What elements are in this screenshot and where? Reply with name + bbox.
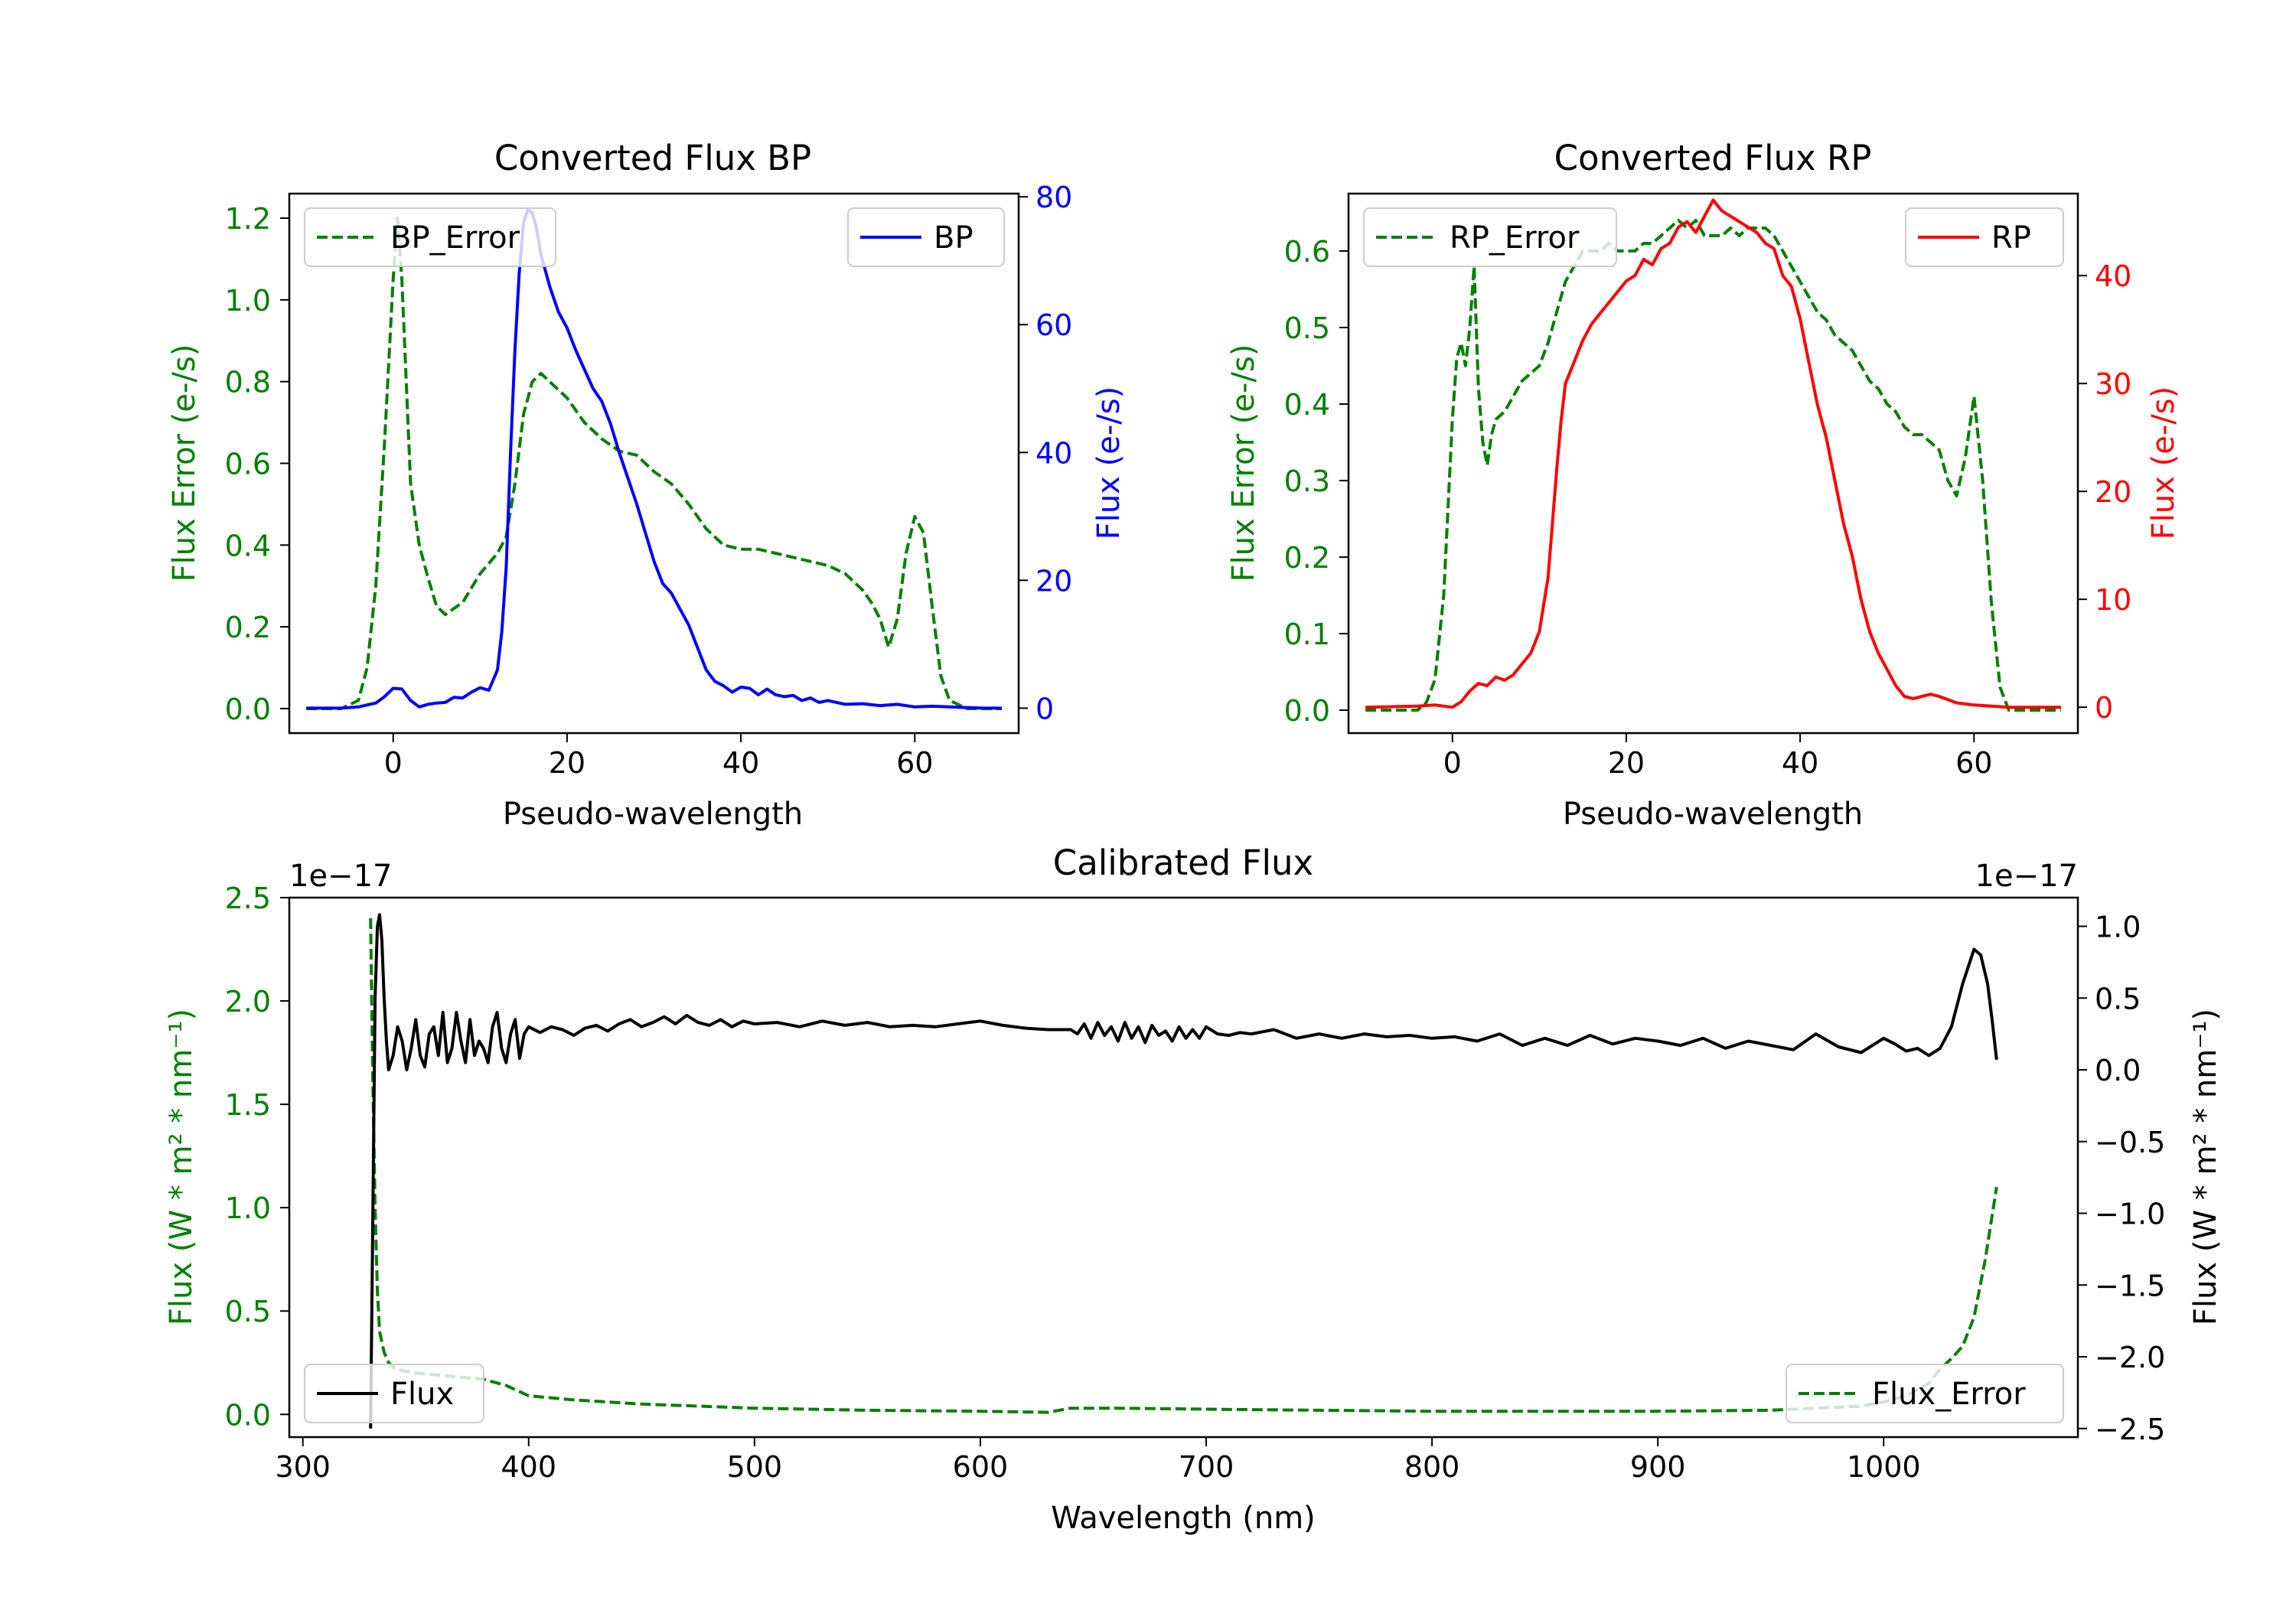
cal-flux-legend-label: Flux [390,1377,454,1412]
rp-x-tick-label: 20 [1608,746,1645,780]
cal-flux-legend: Flux [304,1364,484,1423]
cal-right-y-tick-label: 0.0 [2095,1054,2141,1087]
cal-panel: Calibrated Flux 300 400 500 600 700 800 900 100… [164,843,2223,1536]
cal-right-offset-text: 1e−17 [1975,859,2078,894]
cal-plot-frame [288,896,2079,1439]
rp-right-y-tick-label: 30 [2095,367,2131,401]
bp-error-legend-box [304,207,556,267]
rp-left-y-tick-label: 0.3 [1284,464,1330,498]
rp-right-y-tick-label: 40 [2095,259,2131,293]
rp-x-tick-label: 0 [1443,746,1462,780]
cal-right-y-tick-label: 1.0 [2095,911,2141,944]
bp-right-y-tick-label: 80 [1035,181,1072,214]
rp-error-legend: RP_Error [1363,207,1617,267]
cal-right-y-tick-label: −1.5 [2095,1269,2165,1302]
rp-right-axis-label: Flux (e-/s) [2146,386,2181,539]
rp-right-y-tick-label: 20 [2095,475,2131,509]
rp-x-axis-label: Pseudo-wavelength [1563,797,1863,832]
cal-left-y-tick-label: 1.0 [225,1191,271,1225]
rp-flux-legend: RP [1905,207,2064,267]
cal-x-axis-label: Wavelength (nm) [1051,1501,1316,1536]
cal-left-y-tick-label: 0.0 [225,1398,271,1432]
rp-error-legend-box [1363,207,1617,267]
rp-left-y-tick-label: 0.4 [1284,388,1330,422]
bp-flux-legend-label: BP [934,220,974,256]
bp-left-y-tick-label: 0.8 [225,366,271,399]
bp-right-y-tick-label: 40 [1035,436,1072,470]
cal-right-y-tick-label: −0.5 [2095,1126,2165,1159]
rp-right-y-tick-label: 0 [2095,691,2113,725]
cal-x-tick-label: 700 [1179,1450,1234,1484]
bp-left-y-tick-label: 0.2 [225,611,271,644]
bp-error-legend-label: BP_Error [390,220,520,256]
cal-flux-legend-box [304,1364,484,1423]
rp-left-y-tick-label: 0.6 [1284,235,1330,269]
rp-flux-legend-label: RP [1991,220,2031,256]
rp-left-y-tick-label: 0.5 [1284,311,1330,345]
cal-title: Calibrated Flux [1053,843,1313,883]
rp-plot-area: 0 20 40 60 0.0 0.1 0.2 0.3 0.4 0.5 0.6 0 10 20 30 40 [1284,198,2131,780]
rp-left-axis-label: Flux Error (e-/s) [1226,344,1261,582]
bp-right-y-tick-label: 60 [1035,308,1072,342]
bp-left-axis-label: Flux Error (e-/s) [167,344,202,582]
bp-left-y-tick-label: 0.6 [225,448,271,481]
rp-flux-legend-box [1905,207,2064,267]
bp-x-tick-label: 60 [896,746,933,780]
cal-left-y-tick-label: 0.5 [225,1295,271,1328]
bp-left-y-tick-label: 0.0 [225,693,271,726]
cal-error-legend: Flux_Error [1786,1364,2064,1423]
cal-left-axis-label: Flux (W * m² * nm⁻¹) [164,1009,199,1325]
cal-right-y-tick-label: −1.0 [2095,1198,2165,1231]
cal-right-y-tick-label: 0.5 [2095,982,2141,1015]
rp-left-y-tick-label: 0.2 [1284,541,1330,575]
cal-x-tick-label: 300 [275,1450,331,1484]
cal-right-y-tick-label: −2.5 [2095,1413,2165,1446]
cal-left-offset-text: 1e−17 [289,859,392,894]
rp-title: Converted Flux RP [1554,138,1872,178]
cal-x-tick-label: 600 [953,1450,1009,1484]
rp-x-tick-label: 60 [1955,746,1992,780]
bp-error-legend: BP_Error [304,207,556,267]
cal-error-legend-box [1786,1364,2064,1423]
bp-right-y-tick-label: 0 [1035,692,1054,725]
bp-left-y-tick-label: 1.0 [225,284,271,318]
rp-left-y-tick-label: 0.0 [1284,694,1330,728]
cal-flux-line [369,913,1998,1429]
bp-x-tick-label: 0 [384,746,403,780]
cal-x-tick-label: 400 [501,1450,557,1484]
rp-panel: Converted Flux RP 0 20 40 60 0.0 0.1 0.2 0.3 0.4… [1226,138,2181,832]
cal-x-tick-label: 900 [1630,1450,1686,1484]
bp-left-y-tick-label: 0.4 [225,529,271,562]
cal-left-y-tick-label: 2.0 [225,985,271,1019]
cal-right-y-tick-label: −2.0 [2095,1341,2165,1374]
rp-x-tick-label: 40 [1782,746,1818,780]
cal-x-tick-label: 1000 [1847,1450,1921,1484]
bp-panel: Converted Flux BP 0 20 40 60 0.0 0.2 0.4 0.6 0.8… [167,138,1127,832]
bp-bp-line [306,207,1002,710]
cal-left-y-tick-label: 1.5 [225,1088,271,1122]
cal-left-y-tick-label: 2.5 [225,882,271,915]
rp-plot-frame [1347,192,2079,735]
cal-right-axis-label: Flux (W * m² * nm⁻¹) [2188,1009,2223,1325]
bp-left-y-tick-label: 1.2 [225,202,271,236]
bp-right-axis-label: Flux (e-/s) [1091,386,1127,539]
rp-right-y-tick-label: 10 [2095,583,2131,617]
bp-flux-legend-box [847,207,1005,267]
bp-x-tick-label: 40 [722,746,759,780]
bp-plot-area: 0 20 40 60 0.0 0.2 0.4 0.6 0.8 1.0 1.2 0 20 40 60 80 [225,181,1073,780]
bp-flux-legend: BP [847,207,1005,267]
rp-rp-error-line [1365,219,2061,712]
bp-title: Converted Flux BP [494,138,811,178]
cal-error-legend-label: Flux_Error [1872,1377,2026,1412]
rp-error-legend-label: RP_Error [1450,220,1580,256]
bp-x-axis-label: Pseudo-wavelength [503,797,803,832]
rp-left-y-tick-label: 0.1 [1284,618,1330,651]
cal-x-tick-label: 800 [1404,1450,1460,1484]
bp-right-y-tick-label: 20 [1035,564,1072,598]
rp-rp-line [1365,198,2061,709]
bp-x-tick-label: 20 [549,746,585,780]
cal-x-tick-label: 500 [727,1450,783,1484]
